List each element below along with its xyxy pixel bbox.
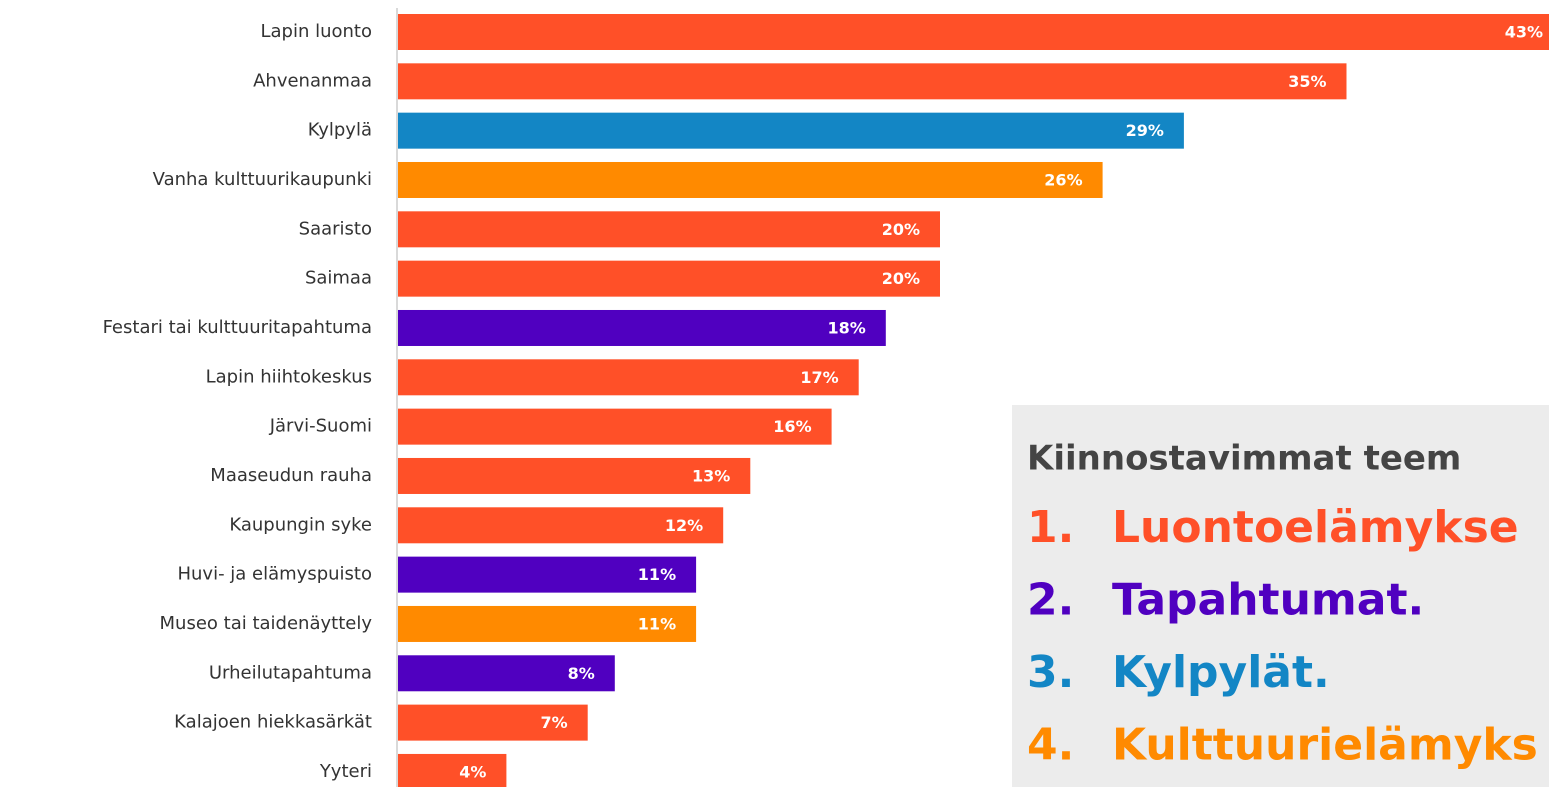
box-item-number: 1.	[1027, 502, 1074, 553]
bar	[398, 260, 940, 297]
category-label: Saaristo	[299, 218, 372, 239]
value-label: 43%	[1505, 23, 1543, 42]
value-label: 26%	[1044, 170, 1082, 189]
category-label: Huvi- ja elämyspuisto	[177, 564, 372, 585]
category-label: Kaupungin syke	[229, 514, 372, 535]
value-label: 20%	[882, 220, 920, 239]
bar	[398, 556, 697, 593]
box-item-number: 3.	[1027, 647, 1074, 698]
bar	[398, 309, 886, 346]
bar	[398, 507, 724, 544]
box-item-number: 4.	[1027, 720, 1074, 771]
value-label: 11%	[638, 565, 676, 584]
category-label: Lapin luonto	[260, 21, 372, 42]
bar	[398, 359, 859, 396]
value-label: 17%	[800, 368, 838, 387]
value-label: 13%	[692, 466, 730, 485]
category-label: Kylpylä	[308, 120, 372, 141]
bar	[398, 161, 1103, 198]
bar	[398, 655, 615, 692]
category-label: Ahvenanmaa	[253, 70, 372, 91]
value-label: 16%	[773, 417, 811, 436]
value-label: 12%	[665, 516, 703, 535]
bar	[398, 112, 1184, 149]
value-label: 29%	[1126, 121, 1164, 140]
category-label: Museo tai taidenäyttely	[160, 613, 373, 634]
bar	[398, 211, 940, 248]
value-label: 7%	[541, 713, 568, 732]
box-item-text: Luontoelämykse	[1112, 502, 1519, 553]
bar	[398, 605, 697, 642]
category-label: Kalajoen hiekkasärkät	[174, 712, 372, 733]
bar	[398, 63, 1347, 100]
category-label: Urheilutapahtuma	[209, 662, 372, 683]
value-label: 35%	[1288, 72, 1326, 91]
category-label: Järvi-Suomi	[269, 416, 372, 437]
bar	[398, 14, 1549, 50]
value-label: 8%	[568, 664, 595, 683]
bar	[398, 408, 832, 445]
category-label: Festari tai kulttuuritapahtuma	[103, 317, 372, 338]
box-item-text: Kylpylät.	[1112, 647, 1330, 698]
box-item-text: Tapahtumat.	[1112, 575, 1424, 626]
box-item-text: Kulttuurielämyks	[1112, 720, 1538, 771]
bar	[398, 753, 507, 787]
info-box	[1012, 405, 1549, 787]
category-label: Yyteri	[319, 761, 372, 782]
bar	[398, 704, 588, 741]
category-label: Maaseudun rauha	[210, 465, 372, 486]
bar	[398, 457, 751, 494]
value-label: 11%	[638, 614, 676, 633]
value-label: 18%	[828, 318, 866, 337]
category-label: Lapin hiihtokeskus	[206, 366, 372, 387]
category-label: Vanha kulttuurikaupunki	[153, 169, 372, 190]
box-title: Kiinnostavimmat teem	[1027, 439, 1461, 479]
box-item-number: 2.	[1027, 575, 1074, 626]
value-label: 4%	[459, 762, 486, 781]
value-label: 20%	[882, 269, 920, 288]
category-label: Saimaa	[305, 268, 372, 289]
